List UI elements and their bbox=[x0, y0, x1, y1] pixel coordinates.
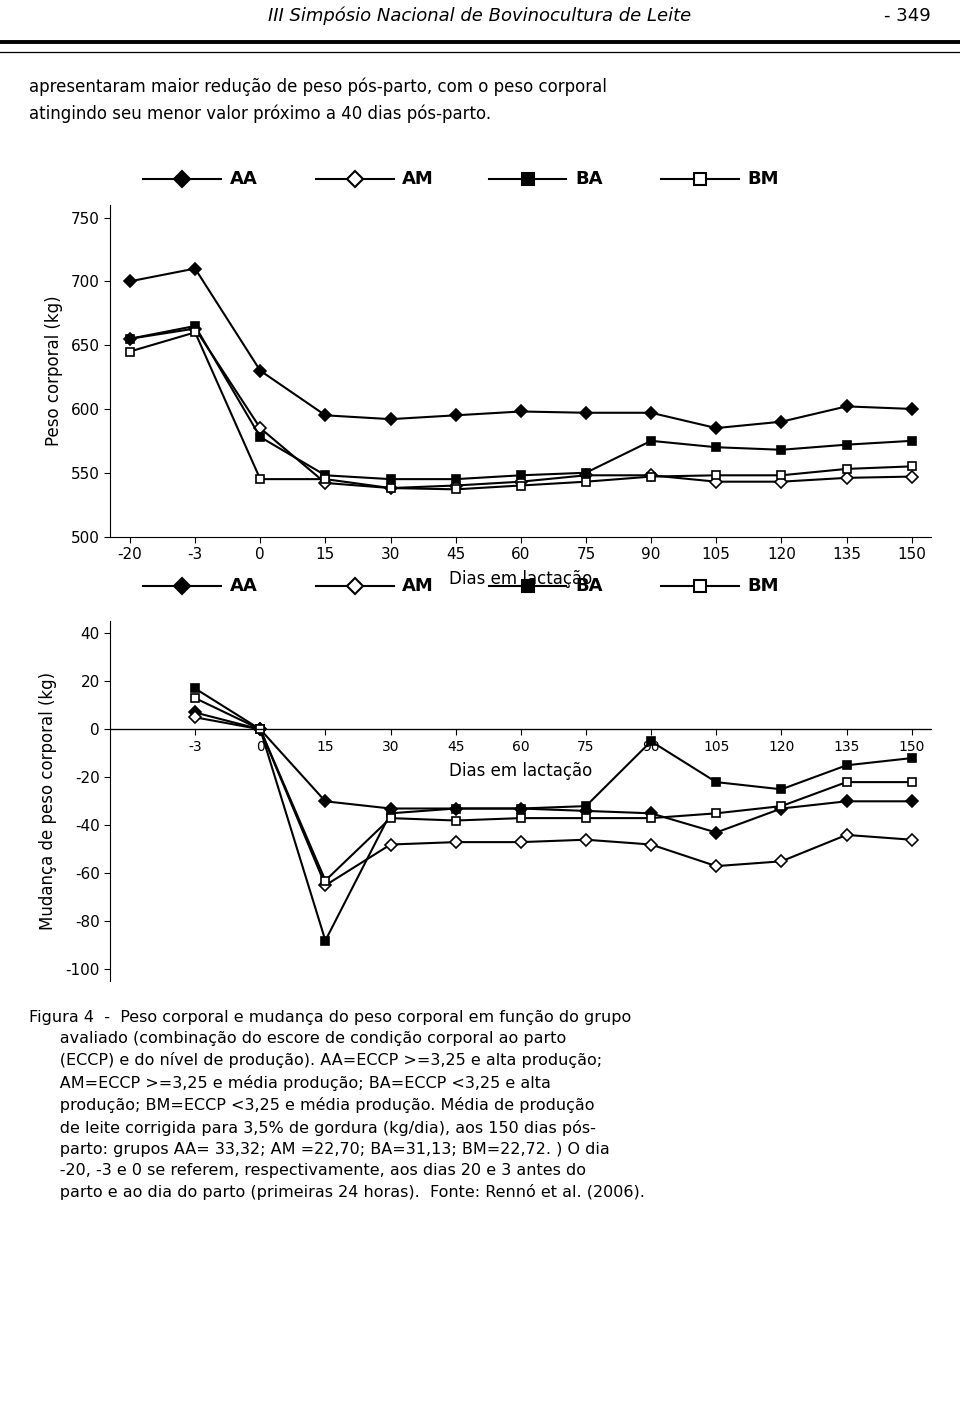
Text: Figura 4  -  Peso corporal e mudança do peso corporal em função do grupo
      a: Figura 4 - Peso corporal e mudança do pe… bbox=[29, 1010, 645, 1200]
Text: BM: BM bbox=[748, 578, 780, 594]
Text: - 349: - 349 bbox=[884, 7, 931, 25]
X-axis label: Dias em lactação: Dias em lactação bbox=[449, 570, 592, 589]
Y-axis label: Peso corporal (kg): Peso corporal (kg) bbox=[45, 295, 62, 446]
Text: BA: BA bbox=[575, 171, 603, 188]
Text: AM: AM bbox=[402, 578, 434, 594]
Text: AM: AM bbox=[402, 171, 434, 188]
Text: BM: BM bbox=[748, 171, 780, 188]
X-axis label: Dias em lactação: Dias em lactação bbox=[449, 762, 592, 779]
Text: BA: BA bbox=[575, 578, 603, 594]
Text: apresentaram maior redução de peso pós-parto, com o peso corporal
atingindo seu : apresentaram maior redução de peso pós-p… bbox=[29, 78, 607, 123]
Y-axis label: Mudança de peso corporal (kg): Mudança de peso corporal (kg) bbox=[39, 672, 58, 931]
Text: AA: AA bbox=[229, 578, 257, 594]
Text: AA: AA bbox=[229, 171, 257, 188]
Text: III Simpósio Nacional de Bovinocultura de Leite: III Simpósio Nacional de Bovinocultura d… bbox=[269, 7, 691, 25]
